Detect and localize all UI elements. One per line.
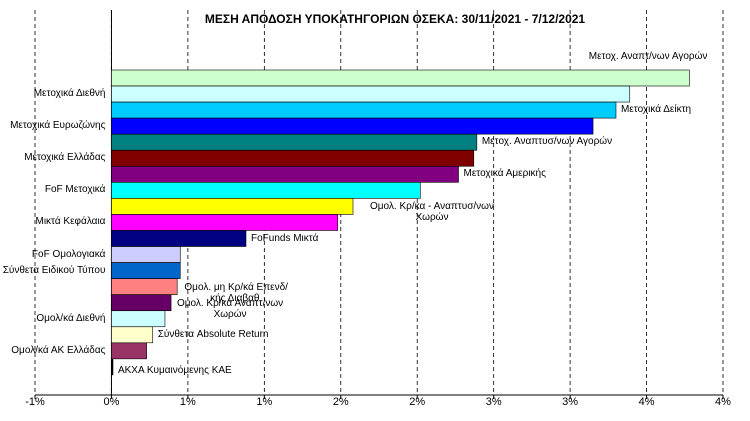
- x-tick-label: 4%: [715, 396, 731, 408]
- x-tick-label: 1%: [256, 396, 273, 408]
- bar: [111, 133, 478, 151]
- bar: [111, 358, 114, 376]
- x-tick-label: 3%: [485, 396, 502, 408]
- chart-title: ΜΕΣΗ ΑΠΟΔΟΣΗ ΥΠΟΚΑΤΗΓΟΡΙΩΝ ΟΣΕΚΑ: 30/11/…: [204, 12, 586, 26]
- bar: [111, 101, 617, 119]
- category-label: Μετοχικά Ευρωζώνης: [10, 120, 106, 132]
- category-label: Μετοχ. Αναπτ/νων Αγορών: [588, 51, 708, 62]
- bar: [111, 230, 247, 247]
- category-label: Μετοχικά Αμερικής: [463, 168, 546, 180]
- category-label: FoF Μετοχικά: [44, 184, 106, 196]
- bar: [111, 278, 178, 295]
- category-label: Ομολ/κά Διεθνή: [36, 312, 106, 324]
- bar: [111, 117, 594, 135]
- category-label: Ομολ/κά ΑΚ Ελλάδας: [11, 344, 106, 356]
- bar: [111, 262, 181, 279]
- category-label: Μικτά Κεφάλαια: [35, 216, 106, 228]
- category-label: Σύνθετα Ειδικού Τύπου: [2, 264, 106, 276]
- x-tick-label: 4%: [638, 396, 655, 408]
- category-label: Μετοχικά Ελλάδας: [24, 152, 106, 164]
- x-tick-label: 0%: [103, 396, 120, 408]
- bar: [111, 149, 475, 167]
- bar: [111, 166, 459, 183]
- category-label: Ομολ. Κρ/κα - Αναπτυσ/νων Χωρών: [370, 201, 494, 224]
- bar: [111, 310, 166, 328]
- bar: [111, 85, 631, 103]
- category-label: Ομολ. μη Κρ/κά Επενδ/κής Διαβαθ.: [184, 281, 288, 304]
- bar: [111, 214, 339, 231]
- bar: [111, 182, 421, 199]
- x-tick-label: -1%: [25, 396, 45, 408]
- category-label: FoF Ομολογιακά: [31, 248, 106, 260]
- bar: [111, 246, 181, 263]
- x-tick-label: 3%: [562, 396, 579, 408]
- category-label: Μετοχ. Αναπτυσ/νων Αγορών: [481, 136, 613, 148]
- bar: [111, 294, 172, 312]
- bar: [111, 342, 147, 360]
- x-tick-label: 2%: [409, 396, 426, 408]
- category-label: Μετοχικά Δείκτη: [620, 104, 692, 116]
- bar: [111, 69, 690, 87]
- bar: [111, 198, 354, 215]
- bar: [111, 326, 154, 344]
- category-label: FoFunds Μικτά: [250, 232, 319, 244]
- x-tick-label: 2%: [332, 396, 349, 408]
- x-tick-label: 1%: [179, 396, 196, 408]
- category-label: ΑΚΧΑ Κυμαινόμενης ΚΑΕ: [117, 364, 232, 376]
- category-label: Μετοχικά Διεθνή: [33, 88, 106, 100]
- category-label: Ομολ. Κρ/κά Αναπτ/νων Χωρών: [176, 297, 284, 320]
- category-label: Σύνθετα Absolute Return: [157, 328, 269, 340]
